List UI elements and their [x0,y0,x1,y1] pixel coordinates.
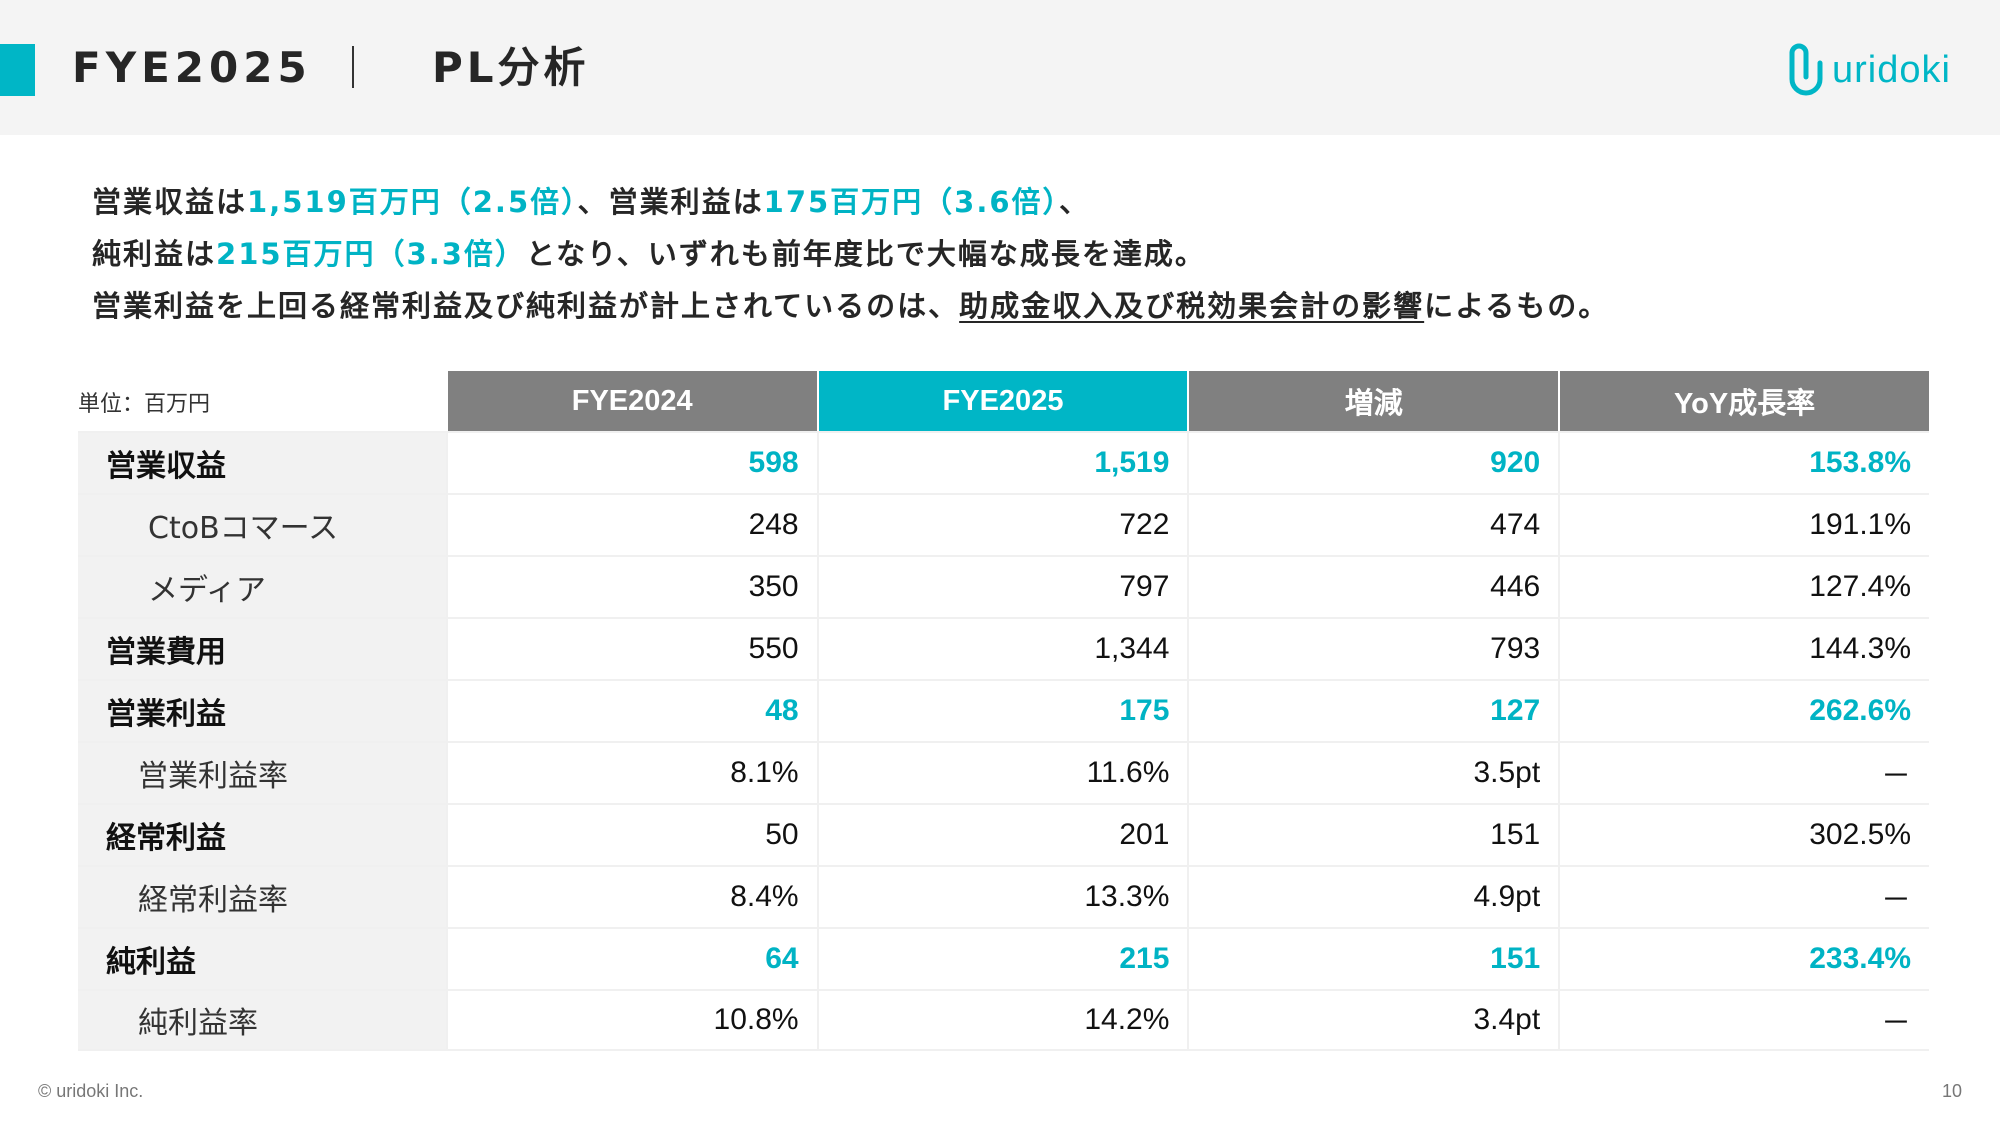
table-cell: 215 [816,929,1188,989]
table-cell: 262.6% [1558,681,1929,741]
table-cell: 14.2% [816,991,1188,1049]
table-cell: 3.5pt [1187,743,1558,803]
table-cell: 153.8% [1558,433,1929,493]
table-row: 営業利益 48 175 127 262.6% [78,679,1929,741]
table-cell: － [1558,743,1929,803]
table-row: 経常利益率 8.4% 13.3% 4.9pt － [78,865,1929,927]
table-cell: 201 [816,805,1188,865]
copyright: © uridoki Inc. [38,1081,144,1101]
table-cell: 4.9pt [1187,867,1558,927]
underlined-note: 助成金収入及び税効果会計の影響 [959,289,1425,323]
uridoki-logo: uridoki [1788,42,1951,98]
table-cell: 302.5% [1558,805,1929,865]
table-cell: 1,344 [816,619,1188,679]
column-header-yoy: YoY成長率 [1558,371,1929,431]
highlight-revenue: 1,519百万円（2.5倍） [247,185,578,219]
table-row: 営業費用 550 1,344 793 144.3% [78,617,1929,679]
table-row: 経常利益 50 201 151 302.5% [78,803,1929,865]
title-divider [352,46,354,88]
row-label: 営業利益 [78,681,446,741]
row-label: メディア [78,557,446,617]
table-row: 純利益 64 215 151 233.4% [78,927,1929,989]
row-label: 経常利益率 [78,867,446,927]
table-cell: 350 [445,557,817,617]
table-row: CtoBコマース 248 722 474 191.1% [78,493,1929,555]
table-cell: 248 [445,495,817,555]
table-cell: － [1558,991,1929,1049]
row-label: 営業収益 [78,433,446,493]
summary-text-segment: 営業収益は [92,185,248,219]
table-cell: 550 [445,619,817,679]
highlight-operating-profit: 175百万円（3.6倍） [763,185,1060,219]
table-cell: 144.3% [1558,619,1929,679]
pl-table: FYE2024 FYE2025 増減 YoY成長率 営業収益 598 1,519 92… [78,371,1929,1051]
table-cell: 1,519 [816,433,1188,493]
table-cell: 446 [1187,557,1558,617]
table-cell: 793 [1187,619,1558,679]
summary-text-segment: によるもの。 [1424,289,1610,323]
row-label: CtoBコマース [78,495,446,555]
summary-text-segment: となり、いずれも前年度比で大幅な成長を達成。 [525,237,1206,271]
table-cell: 233.4% [1558,929,1929,989]
table-cell: 13.3% [816,867,1188,927]
table-cell: 175 [816,681,1188,741]
summary-line-3: 営業利益を上回る経常利益及び純利益が計上されているのは、助成金収入及び税効果会計… [92,280,1942,332]
summary-text-segment: 純利益は [92,237,217,271]
table-row: 営業収益 598 1,519 920 153.8% [78,431,1929,493]
table-cell: 151 [1187,805,1558,865]
column-header-change: 増減 [1187,371,1559,431]
table-cell: 920 [1187,433,1558,493]
table-cell: 64 [445,929,817,989]
table-cell: 3.4pt [1187,991,1558,1049]
table-cell: 722 [816,495,1188,555]
table-cell: 8.4% [445,867,817,927]
row-label: 営業利益率 [78,743,446,803]
table-cell: 11.6% [816,743,1188,803]
fiscal-year-title: FYE2025 [72,43,312,92]
table-cell: 151 [1187,929,1558,989]
summary-text: 営業収益は1,519百万円（2.5倍）、営業利益は175百万円（3.6倍）、 純… [92,176,1942,332]
unit-label: 単位：百万円 [78,392,211,417]
table-cell: 474 [1187,495,1558,555]
table-cell: 10.8% [445,991,817,1049]
table-cell: 127.4% [1558,557,1929,617]
paperclip-logo-icon [1789,43,1823,96]
table-cell: 598 [445,433,817,493]
summary-text-segment: 、 [1059,185,1091,219]
table-cell: 50 [445,805,817,865]
row-label: 経常利益 [78,805,446,865]
table-cell: 48 [445,681,817,741]
summary-text-segment: 、営業利益は [577,185,764,219]
column-header-fye2024: FYE2024 [445,371,817,431]
table-row: 純利益率 10.8% 14.2% 3.4pt － [78,989,1929,1051]
accent-bar [0,44,35,96]
table-cell: 191.1% [1558,495,1929,555]
summary-line-2: 純利益は215百万円（3.3倍）となり、いずれも前年度比で大幅な成長を達成。 [92,228,1942,280]
summary-line-1: 営業収益は1,519百万円（2.5倍）、営業利益は175百万円（3.6倍）、 [92,176,1942,228]
slide-header: FYE2025 PL分析 uridoki [0,0,2000,135]
table-cell: － [1558,867,1929,927]
logo-text: uridoki [1832,49,1951,91]
table-cell: 127 [1187,681,1558,741]
column-header-fye2025: FYE2025 [816,371,1188,431]
highlight-net-profit: 215百万円（3.3倍） [216,237,526,271]
summary-text-segment: 営業利益を上回る経常利益及び純利益が計上されているのは、 [92,289,960,323]
table-body: 営業収益 598 1,519 920 153.8% CtoBコマース 248 722 474 19… [78,431,1929,1051]
table-cell: 797 [816,557,1188,617]
row-label: 営業費用 [78,619,446,679]
row-label: 純利益率 [78,991,446,1049]
section-title: PL分析 [432,43,590,92]
row-label: 純利益 [78,929,446,989]
table-row: 営業利益率 8.1% 11.6% 3.5pt － [78,741,1929,803]
table-cell: 8.1% [445,743,817,803]
table-row: メディア 350 797 446 127.4% [78,555,1929,617]
table-header: FYE2024 FYE2025 増減 YoY成長率 [78,371,1929,431]
page-number: 10 [1941,1081,1962,1101]
